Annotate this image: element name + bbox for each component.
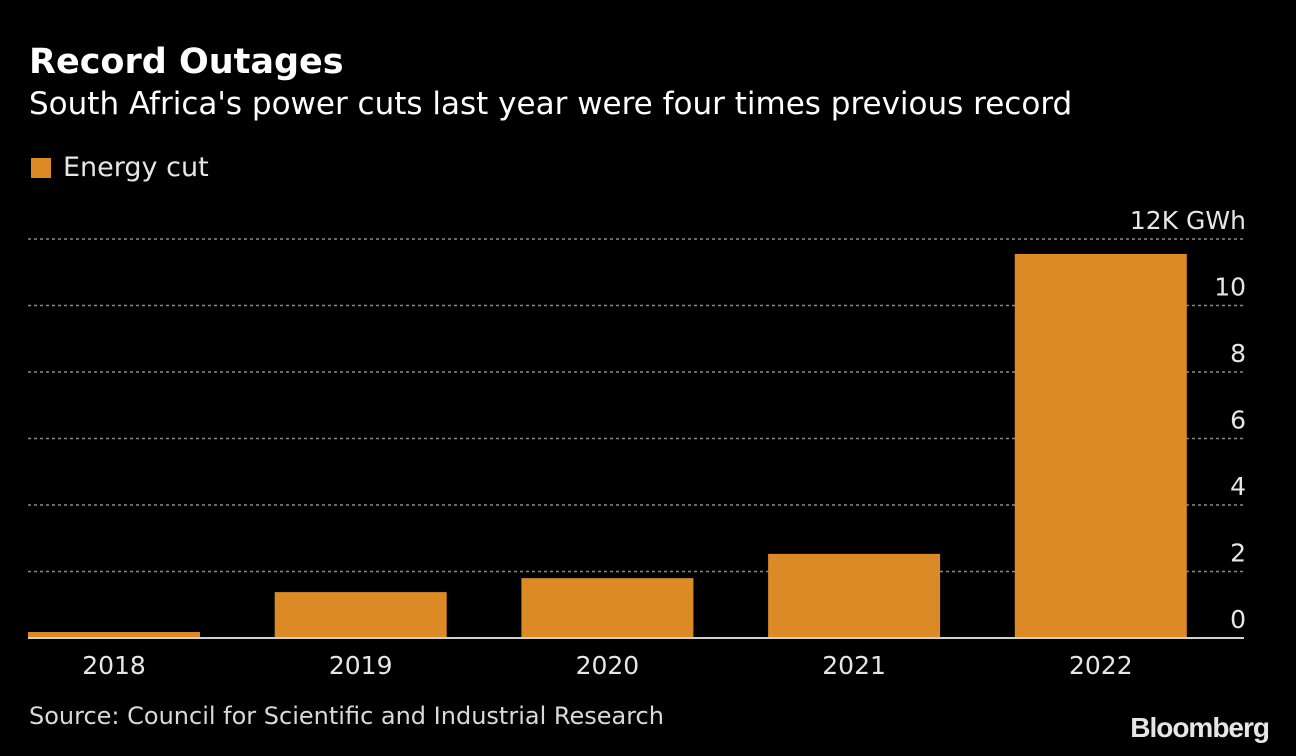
x-tick-label: 2020	[576, 651, 640, 680]
x-tick-label: 2019	[329, 651, 393, 680]
y-tick-label: 2	[1230, 539, 1246, 568]
source-note: Source: Council for Scientific and Indus…	[29, 702, 664, 730]
y-tick-label: 6	[1230, 406, 1246, 435]
bar-2020	[521, 578, 694, 638]
bar-2018	[28, 632, 200, 638]
y-tick-label: 8	[1230, 339, 1246, 368]
x-tick-label: 2022	[1069, 651, 1133, 680]
bar-2022	[1014, 253, 1187, 638]
bar-2019	[274, 592, 447, 638]
bar-2021	[768, 553, 941, 638]
chart-subtitle: South Africa's power cuts last year were…	[29, 86, 1073, 122]
x-tick-label: 2018	[82, 651, 146, 680]
y-tick-label: 0	[1230, 605, 1246, 634]
bloomberg-logo: Bloomberg	[1130, 712, 1270, 743]
y-tick-label: 10	[1214, 273, 1246, 302]
legend: Energy cut	[31, 152, 209, 183]
x-tick-label: 2021	[822, 651, 886, 680]
chart-title: Record Outages	[29, 42, 344, 82]
y-tick-label: 12K GWh	[1130, 206, 1246, 235]
legend-swatch	[31, 157, 51, 178]
legend-label: Energy cut	[63, 152, 209, 183]
y-tick-label: 4	[1230, 472, 1246, 501]
